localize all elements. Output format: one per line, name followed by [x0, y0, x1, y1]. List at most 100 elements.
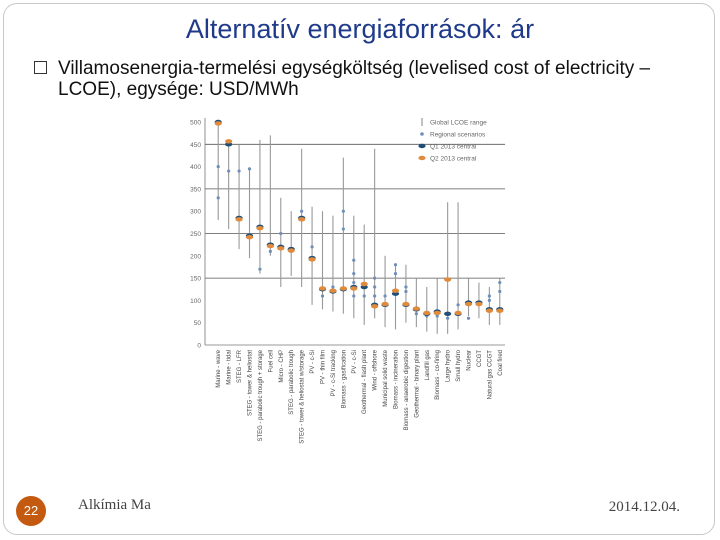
regional-point: [383, 294, 387, 298]
x-category-label: Natural gas CCGT: [487, 350, 493, 400]
q2-central-marker: [329, 288, 337, 293]
x-category-label: Municipal solid waste: [383, 349, 389, 406]
x-category-label: Micro - CHP: [279, 350, 285, 383]
x-category-label: STEG - parabolic trough: [289, 350, 295, 415]
bullet-text: Villamosenergia-termelési egységköltség …: [58, 58, 651, 100]
x-category-label: Marine - tidal: [227, 350, 233, 385]
q2-central-marker: [402, 301, 410, 307]
footer-date: 2014.12.04.: [608, 499, 680, 515]
x-category-label: STEG - tower & heliostat: [248, 350, 254, 416]
x-category-label: STEG - parabolic trough + storage: [258, 349, 264, 441]
q2-central-marker: [245, 234, 254, 240]
regional-point: [373, 294, 377, 298]
q2-central-marker: [266, 243, 274, 249]
regional-point: [487, 298, 491, 302]
regional-point: [352, 272, 356, 276]
regional-point: [466, 316, 471, 320]
lcoe-chart: 0 50 100 150 200 250 300 350 400 450 500 Marine - …: [190, 118, 505, 444]
legend-central-swatch: [418, 143, 426, 149]
x-category-label: Biomass - incineration: [394, 350, 400, 409]
page-number-badge: 22: [16, 496, 46, 526]
regional-point: [227, 169, 231, 173]
q2-central-marker: [412, 306, 420, 311]
q2-central-marker: [475, 301, 483, 307]
q2-central-marker: [423, 310, 431, 316]
regional-point: [237, 169, 241, 173]
y-tick-label: 500: [190, 120, 201, 127]
regional-point: [435, 314, 439, 318]
q2-central-marker: [339, 286, 347, 291]
x-category-label: Biomass - gasification: [341, 350, 347, 408]
y-tick-label: 300: [190, 209, 201, 216]
regional-point: [393, 263, 398, 267]
legend-label: Q2 2013 central: [430, 156, 477, 163]
q2-central-marker: [225, 139, 233, 144]
regional-point: [247, 167, 252, 171]
regional-point: [393, 272, 398, 276]
central-estimate-markers: [214, 119, 504, 316]
q2-central-marker: [391, 288, 400, 293]
x-category-label: Nuclear: [467, 350, 473, 371]
regional-point: [320, 294, 325, 298]
q2-central-marker: [214, 121, 222, 126]
q1-central-marker: [225, 142, 233, 147]
regional-point: [362, 294, 366, 298]
q2-central-marker: [235, 217, 243, 222]
bullet-point: Villamosenergia-termelési egységköltség …: [34, 58, 696, 100]
x-category-label: PV - thin film: [321, 350, 327, 384]
regional-point: [216, 165, 220, 169]
regional-point: [498, 280, 502, 285]
q2-central-marker: [496, 308, 504, 313]
x-category-label: CCGT: [477, 350, 483, 367]
x-category-label: PV - c-Si tracking: [331, 350, 337, 396]
x-category-label: Coal fired: [498, 350, 504, 376]
y-tick-labels: 0 50 100 150 200 250 300 350 400 450 500: [190, 120, 201, 350]
regional-point: [404, 285, 408, 289]
regional-point: [331, 285, 335, 289]
bullet-checkbox-icon: [34, 61, 47, 74]
q2-central-marker: [287, 248, 295, 253]
lcoe-range-lines: [217, 122, 501, 334]
regional-point: [341, 209, 345, 213]
x-category-label: Biomass - co-firing: [435, 350, 441, 400]
regional-point: [373, 285, 377, 289]
x-category-label: Biomass - anaerobic digestion: [404, 350, 410, 430]
q1-central-marker: [360, 284, 368, 290]
y-tick-label: 450: [190, 142, 201, 149]
q2-central-marker: [308, 257, 316, 262]
regional-point: [352, 258, 356, 262]
x-category-label: Landfill gas: [425, 350, 431, 380]
x-category-label: Small hydro: [456, 349, 462, 381]
legend-label: Global LCOE range: [430, 120, 487, 127]
regional-point: [216, 196, 220, 200]
regional-point: [352, 294, 356, 298]
x-category-label: Fuel cell: [268, 350, 274, 372]
x-category-label: PV - c-Si: [310, 350, 316, 374]
regional-point: [414, 312, 418, 316]
x-category-label: PV - c-Si: [352, 350, 358, 374]
x-category-label: Large hydro: [446, 349, 452, 382]
q2-central-marker: [381, 301, 389, 307]
regional-point: [258, 267, 262, 271]
x-category-label: Marine - wave: [216, 349, 222, 387]
q2-central-marker: [464, 301, 473, 307]
q2-central-marker: [371, 304, 379, 309]
x-category-labels: Marine - wave Marine - tidal STEG - LFR STE…: [216, 349, 504, 443]
q2-central-marker: [277, 246, 285, 251]
slide-frame: [3, 3, 715, 535]
y-tick-label: 100: [190, 298, 201, 305]
q2-central-marker: [433, 310, 441, 316]
q1-central-marker: [391, 291, 400, 296]
regional-point: [456, 303, 460, 307]
footer-left-text: Alkímia Ma: [78, 497, 151, 513]
legend-label: Q1 2013 central: [430, 144, 477, 151]
x-category-label: Geothermal - flash plant: [362, 350, 368, 414]
q2-central-marker: [485, 308, 493, 313]
q2-central-marker: [350, 286, 358, 291]
slide-title: Alternatív energiaforrások: ár: [185, 14, 535, 44]
y-tick-label: 250: [190, 231, 201, 238]
regional-point: [373, 276, 377, 280]
regional-point: [341, 227, 345, 231]
q2-central-marker: [444, 277, 452, 282]
q2-central-marker: [298, 217, 306, 222]
